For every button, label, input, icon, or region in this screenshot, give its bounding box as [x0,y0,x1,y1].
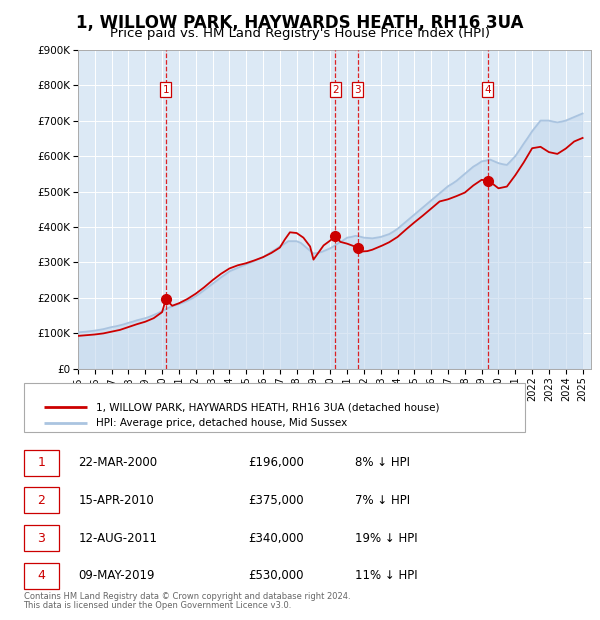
FancyBboxPatch shape [23,487,59,513]
Text: 1, WILLOW PARK, HAYWARDS HEATH, RH16 3UA (detached house): 1, WILLOW PARK, HAYWARDS HEATH, RH16 3UA… [95,402,439,412]
Text: 12-AUG-2011: 12-AUG-2011 [78,531,157,544]
Text: Price paid vs. HM Land Registry's House Price Index (HPI): Price paid vs. HM Land Registry's House … [110,27,490,40]
FancyBboxPatch shape [23,383,524,432]
Text: 3: 3 [354,84,361,94]
Text: 15-APR-2010: 15-APR-2010 [78,494,154,507]
Text: 8% ↓ HPI: 8% ↓ HPI [355,456,410,469]
Text: 4: 4 [37,569,46,582]
Text: £196,000: £196,000 [248,456,304,469]
FancyBboxPatch shape [23,450,59,476]
Text: Contains HM Land Registry data © Crown copyright and database right 2024.: Contains HM Land Registry data © Crown c… [23,593,350,601]
Text: 09-MAY-2019: 09-MAY-2019 [78,569,155,582]
FancyBboxPatch shape [23,525,59,551]
Text: This data is licensed under the Open Government Licence v3.0.: This data is licensed under the Open Gov… [23,601,292,609]
Text: 22-MAR-2000: 22-MAR-2000 [78,456,157,469]
Text: £375,000: £375,000 [248,494,304,507]
Text: 19% ↓ HPI: 19% ↓ HPI [355,531,418,544]
Text: 11% ↓ HPI: 11% ↓ HPI [355,569,418,582]
Text: 3: 3 [37,531,46,544]
Text: 4: 4 [484,84,491,94]
Text: £340,000: £340,000 [248,531,304,544]
Text: HPI: Average price, detached house, Mid Sussex: HPI: Average price, detached house, Mid … [95,418,347,428]
Text: 2: 2 [332,84,338,94]
Text: 1: 1 [163,84,169,94]
Text: 1, WILLOW PARK, HAYWARDS HEATH, RH16 3UA: 1, WILLOW PARK, HAYWARDS HEATH, RH16 3UA [76,14,524,32]
Text: 1: 1 [37,456,46,469]
Text: 2: 2 [37,494,46,507]
Text: £530,000: £530,000 [248,569,304,582]
Text: 7% ↓ HPI: 7% ↓ HPI [355,494,410,507]
FancyBboxPatch shape [23,563,59,589]
